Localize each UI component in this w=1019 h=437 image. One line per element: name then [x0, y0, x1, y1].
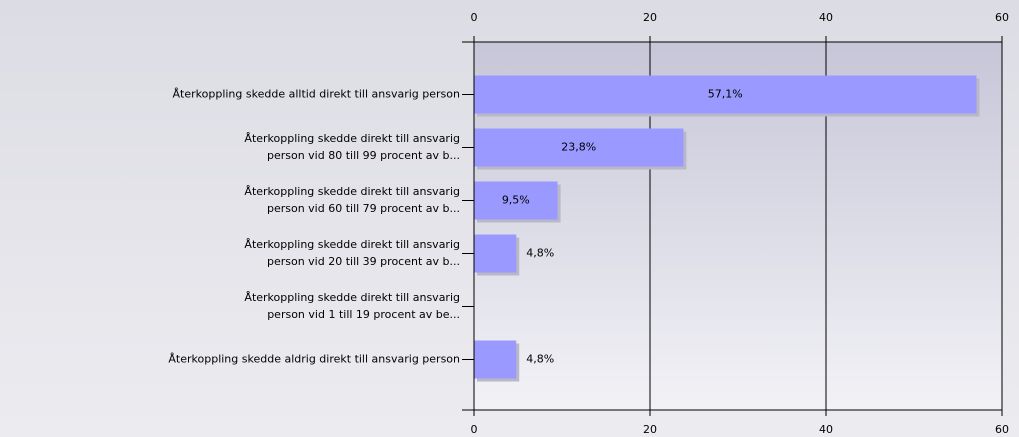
value-label: 57,1%: [708, 88, 743, 101]
y-tick-label: person vid 1 till 19 procent av be...: [267, 308, 460, 321]
y-tick-label: Återkoppling skedde direkt till ansvarig: [244, 132, 460, 145]
x-tick-label: 20: [643, 423, 657, 436]
value-label: 9,5%: [502, 194, 530, 207]
x-tick-label: 0: [471, 423, 478, 436]
y-tick-label: Återkoppling skedde direkt till ansvarig: [244, 185, 460, 198]
x-tick-label: 40: [819, 423, 833, 436]
bar: [474, 128, 684, 167]
x-tick-label: 60: [995, 11, 1009, 24]
x-tick-label: 0: [471, 11, 478, 24]
value-label: 23,8%: [561, 141, 596, 154]
bar: [474, 234, 517, 273]
y-tick-label: Återkoppling skedde alltid direkt till a…: [173, 88, 461, 101]
y-tick-label: person vid 20 till 39 procent av b...: [267, 255, 460, 268]
bar: [474, 75, 977, 114]
y-tick-label: person vid 80 till 99 procent av b...: [267, 149, 460, 162]
y-tick-label: person vid 60 till 79 procent av b...: [267, 202, 460, 215]
y-tick-label: Återkoppling skedde direkt till ansvarig: [244, 238, 460, 251]
bar: [474, 181, 558, 220]
x-tick-label: 40: [819, 11, 833, 24]
x-tick-label: 60: [995, 423, 1009, 436]
y-tick-label: Återkoppling skedde direkt till ansvarig: [244, 291, 460, 304]
value-label: 4,8%: [526, 353, 554, 366]
x-tick-label: 20: [643, 11, 657, 24]
bar: [474, 340, 517, 379]
y-tick-label: Återkoppling skedde aldrig direkt till a…: [168, 353, 460, 366]
value-label: 4,8%: [526, 247, 554, 260]
